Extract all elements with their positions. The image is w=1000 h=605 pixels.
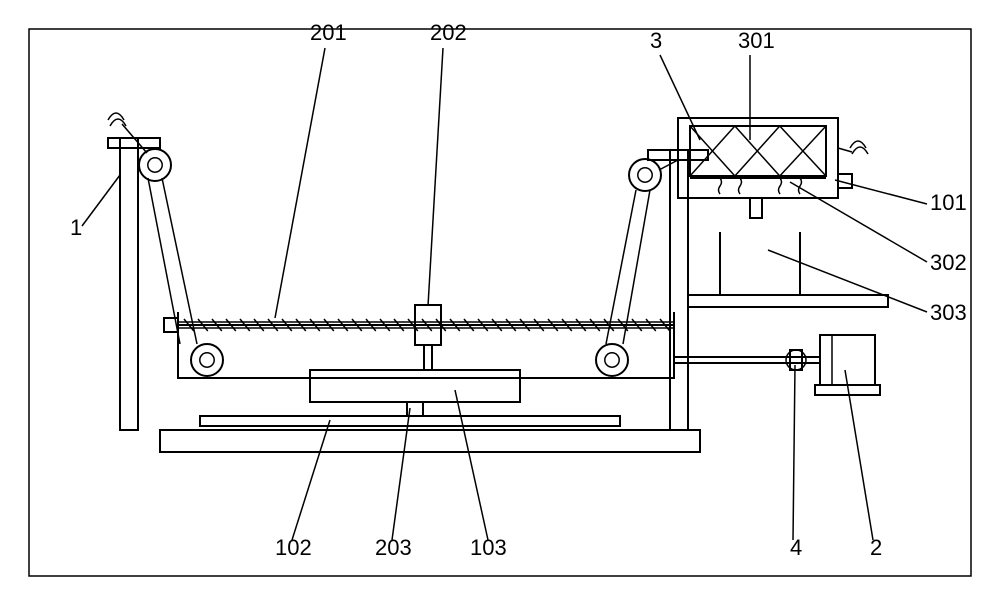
label-l2: 2 (870, 535, 882, 560)
cable (162, 178, 197, 344)
cable (659, 160, 678, 170)
left-post (120, 138, 138, 430)
slide-block-203 (310, 370, 520, 402)
roller (596, 344, 628, 376)
label-l3: 3 (650, 28, 662, 53)
leader-l202 (428, 48, 443, 306)
motor-2 (820, 335, 875, 385)
leader-l4 (793, 365, 795, 540)
hopper-3 (678, 118, 838, 198)
leader-l203 (392, 408, 410, 540)
label-l301: 301 (738, 28, 775, 53)
leader-l3 (660, 55, 700, 140)
pulley-hub (200, 353, 214, 367)
collection-bin (720, 232, 800, 295)
fastener-icon (799, 178, 802, 194)
pulley (629, 159, 661, 191)
left-post-arm (108, 138, 160, 148)
label-l203: 203 (375, 535, 412, 560)
cable (623, 190, 650, 344)
base-slab (160, 430, 700, 452)
pulley-hub (638, 168, 652, 182)
leader-l102 (292, 420, 330, 540)
roller (191, 344, 223, 376)
label-l4: 4 (790, 535, 802, 560)
pulley-hub (148, 158, 162, 172)
nozzle-303-stem (750, 198, 762, 218)
label-l201: 201 (310, 20, 347, 45)
label-l303: 303 (930, 300, 967, 325)
fastener-icon (779, 178, 782, 194)
leader-l303 (768, 250, 927, 312)
label-l102: 102 (275, 535, 312, 560)
label-l103: 103 (470, 535, 507, 560)
break-mark-right (850, 141, 868, 154)
outer-frame (29, 29, 971, 576)
label-l1: 1 (70, 215, 82, 240)
label-l302: 302 (930, 250, 967, 275)
fastener-icon (719, 178, 722, 194)
leader-l1 (82, 175, 120, 226)
feed-line (838, 148, 852, 152)
leader-l302 (790, 182, 927, 262)
upper-platform (688, 295, 888, 307)
cable (606, 190, 636, 344)
fastener-icon (739, 178, 742, 194)
coupling-4 (790, 350, 802, 370)
leader-l103 (455, 390, 488, 540)
sub-slab (200, 416, 620, 426)
nut-stem (424, 345, 432, 370)
leader-l201 (275, 48, 325, 318)
pulley-hub (605, 353, 619, 367)
pulley (139, 149, 171, 181)
break-mark-left (108, 113, 126, 126)
label-l101: 101 (930, 190, 967, 215)
leader-l101 (835, 180, 927, 204)
label-l202: 202 (430, 20, 467, 45)
